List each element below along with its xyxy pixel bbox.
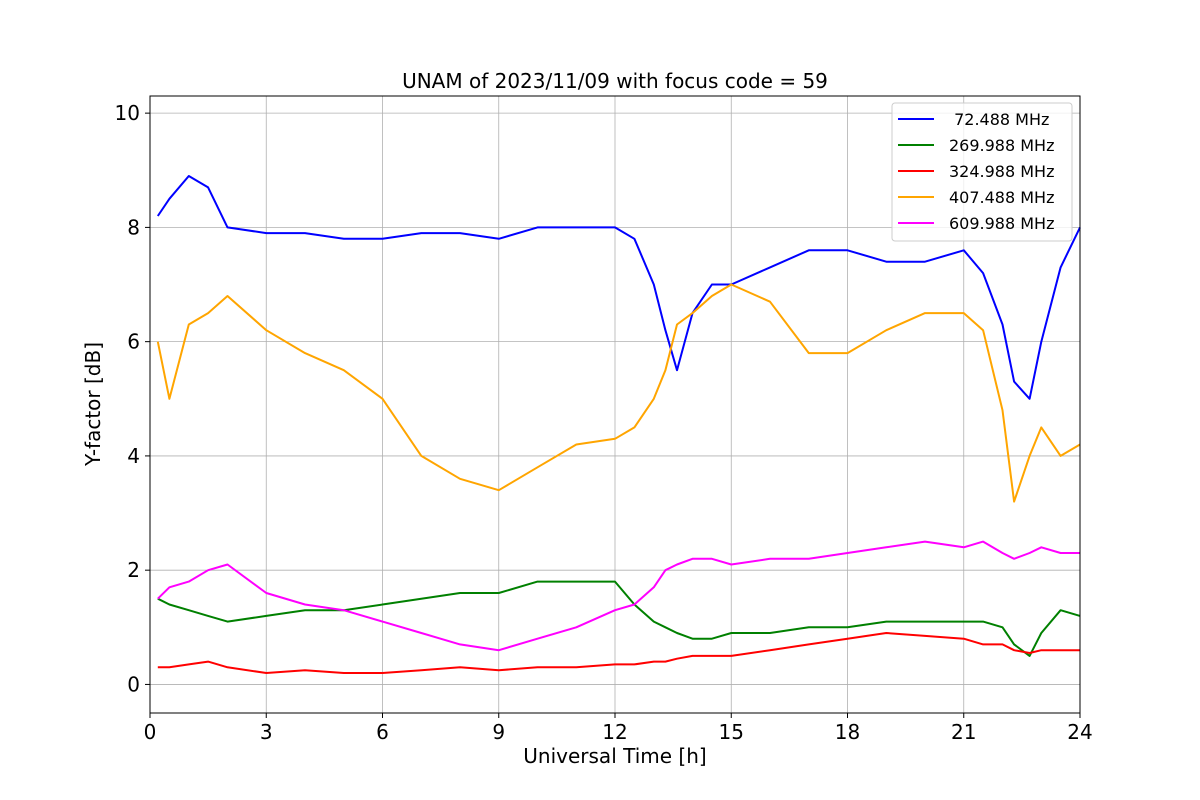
x-tick-label: 0 xyxy=(144,720,157,744)
x-tick-label: 12 xyxy=(602,720,627,744)
legend-label-2: 269.988 MHz xyxy=(949,136,1054,155)
x-tick-label: 6 xyxy=(376,720,389,744)
y-tick-label: 8 xyxy=(127,215,140,239)
x-axis: 0 3 6 9 12 15 18 21 24 xyxy=(144,713,1093,744)
y-axis-label: Y-factor [dB] xyxy=(81,342,105,467)
chart-title: UNAM of 2023/11/09 with focus code = 59 xyxy=(402,69,828,93)
legend-label-1: 72.488 MHz xyxy=(949,110,1049,129)
y-tick-label: 4 xyxy=(127,444,140,468)
x-tick-label: 15 xyxy=(719,720,744,744)
legend-box xyxy=(891,102,1073,242)
y-axis: 0 2 4 6 8 10 xyxy=(115,101,150,696)
x-tick-label: 24 xyxy=(1067,720,1092,744)
series-line-2 xyxy=(157,580,1081,657)
y-tick-label: 2 xyxy=(127,558,140,582)
x-tick-label: 3 xyxy=(260,720,273,744)
x-tick-label: 9 xyxy=(492,720,505,744)
legend: 72.488 MHz 269.988 MHz 324.988 MHz 407.488 … xyxy=(891,102,1073,242)
legend-label-4: 407.488 MHz xyxy=(949,188,1054,207)
y-tick-label: 6 xyxy=(127,330,140,354)
x-axis-label: Universal Time [h] xyxy=(523,744,706,768)
x-tick-label: 18 xyxy=(835,720,860,744)
series-line-5 xyxy=(157,540,1080,652)
y-tick-label: 0 xyxy=(127,672,140,696)
series-layer xyxy=(156,175,1081,674)
series-line-4 xyxy=(156,283,1081,503)
series-line-3 xyxy=(157,632,1080,674)
y-tick-label: 10 xyxy=(115,101,140,125)
legend-label-3: 324.988 MHz xyxy=(949,162,1054,181)
legend-label-5: 609.988 MHz xyxy=(949,214,1054,233)
x-tick-label: 21 xyxy=(951,720,976,744)
series-line-1 xyxy=(156,175,1081,400)
